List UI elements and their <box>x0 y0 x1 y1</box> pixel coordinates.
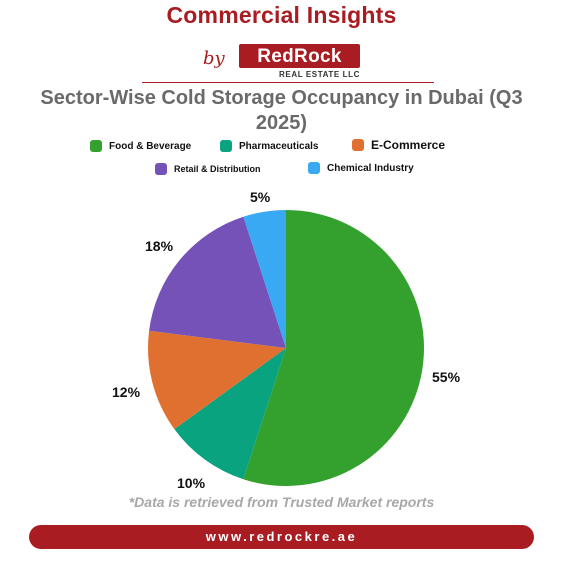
byline: by <box>203 48 225 69</box>
legend-label: E-Commerce <box>371 138 446 152</box>
slice-label-chemical-industry: 5% <box>250 189 271 205</box>
website-banner[interactable]: www.redrockre.ae <box>29 525 534 549</box>
legend-swatch <box>90 140 102 152</box>
legend-label: Chemical Industry <box>327 162 414 174</box>
pie-slice-retail-distribution <box>149 216 286 348</box>
brand-logo: by RedRock REAL ESTATE LLC <box>203 40 363 84</box>
legend-swatch <box>308 162 320 174</box>
legend-item-pharmaceuticals: Pharmaceuticals <box>220 140 319 152</box>
slice-label-e-commerce: 12% <box>112 384 141 400</box>
slice-label-food-beverage: 55% <box>432 369 461 385</box>
brand-name: RedRock <box>257 46 342 67</box>
brand-sub: REAL ESTATE LLC <box>279 70 360 79</box>
legend-item-chemical-industry: Chemical Industry <box>308 162 414 174</box>
legend-item-e-commerce: E-Commerce <box>352 138 445 152</box>
header-divider <box>142 82 434 83</box>
legend-label: Food & Beverage <box>109 140 192 152</box>
legend-swatch <box>352 139 364 151</box>
logo-box: RedRock <box>239 44 360 68</box>
legend-item-retail-distribution: Retail & Distribution <box>155 163 261 175</box>
pie-slice-chemical-industry <box>243 210 286 348</box>
slice-label-retail-distribution: 18% <box>145 238 174 254</box>
legend-swatch <box>155 163 167 175</box>
website-link[interactable]: www.redrockre.ae <box>205 529 358 544</box>
slice-label-pharmaceuticals: 10% <box>177 475 206 491</box>
legend-label: Pharmaceuticals <box>239 140 319 152</box>
source-footnote: *Data is retrieved from Trusted Market r… <box>128 494 435 510</box>
pie-slice-food-beverage <box>243 210 424 486</box>
legend-item-food-beverage: Food & Beverage <box>90 140 191 152</box>
pie-slice-e-commerce <box>148 330 286 430</box>
chart-title: Sector-Wise Cold Storage Occupancy in Du… <box>40 87 523 134</box>
pie-slice-pharmaceuticals <box>174 348 286 480</box>
legend-label: Retail & Distribution <box>174 164 261 174</box>
legend-swatch <box>220 140 232 152</box>
page-heading: Commercial Insights <box>166 2 397 28</box>
